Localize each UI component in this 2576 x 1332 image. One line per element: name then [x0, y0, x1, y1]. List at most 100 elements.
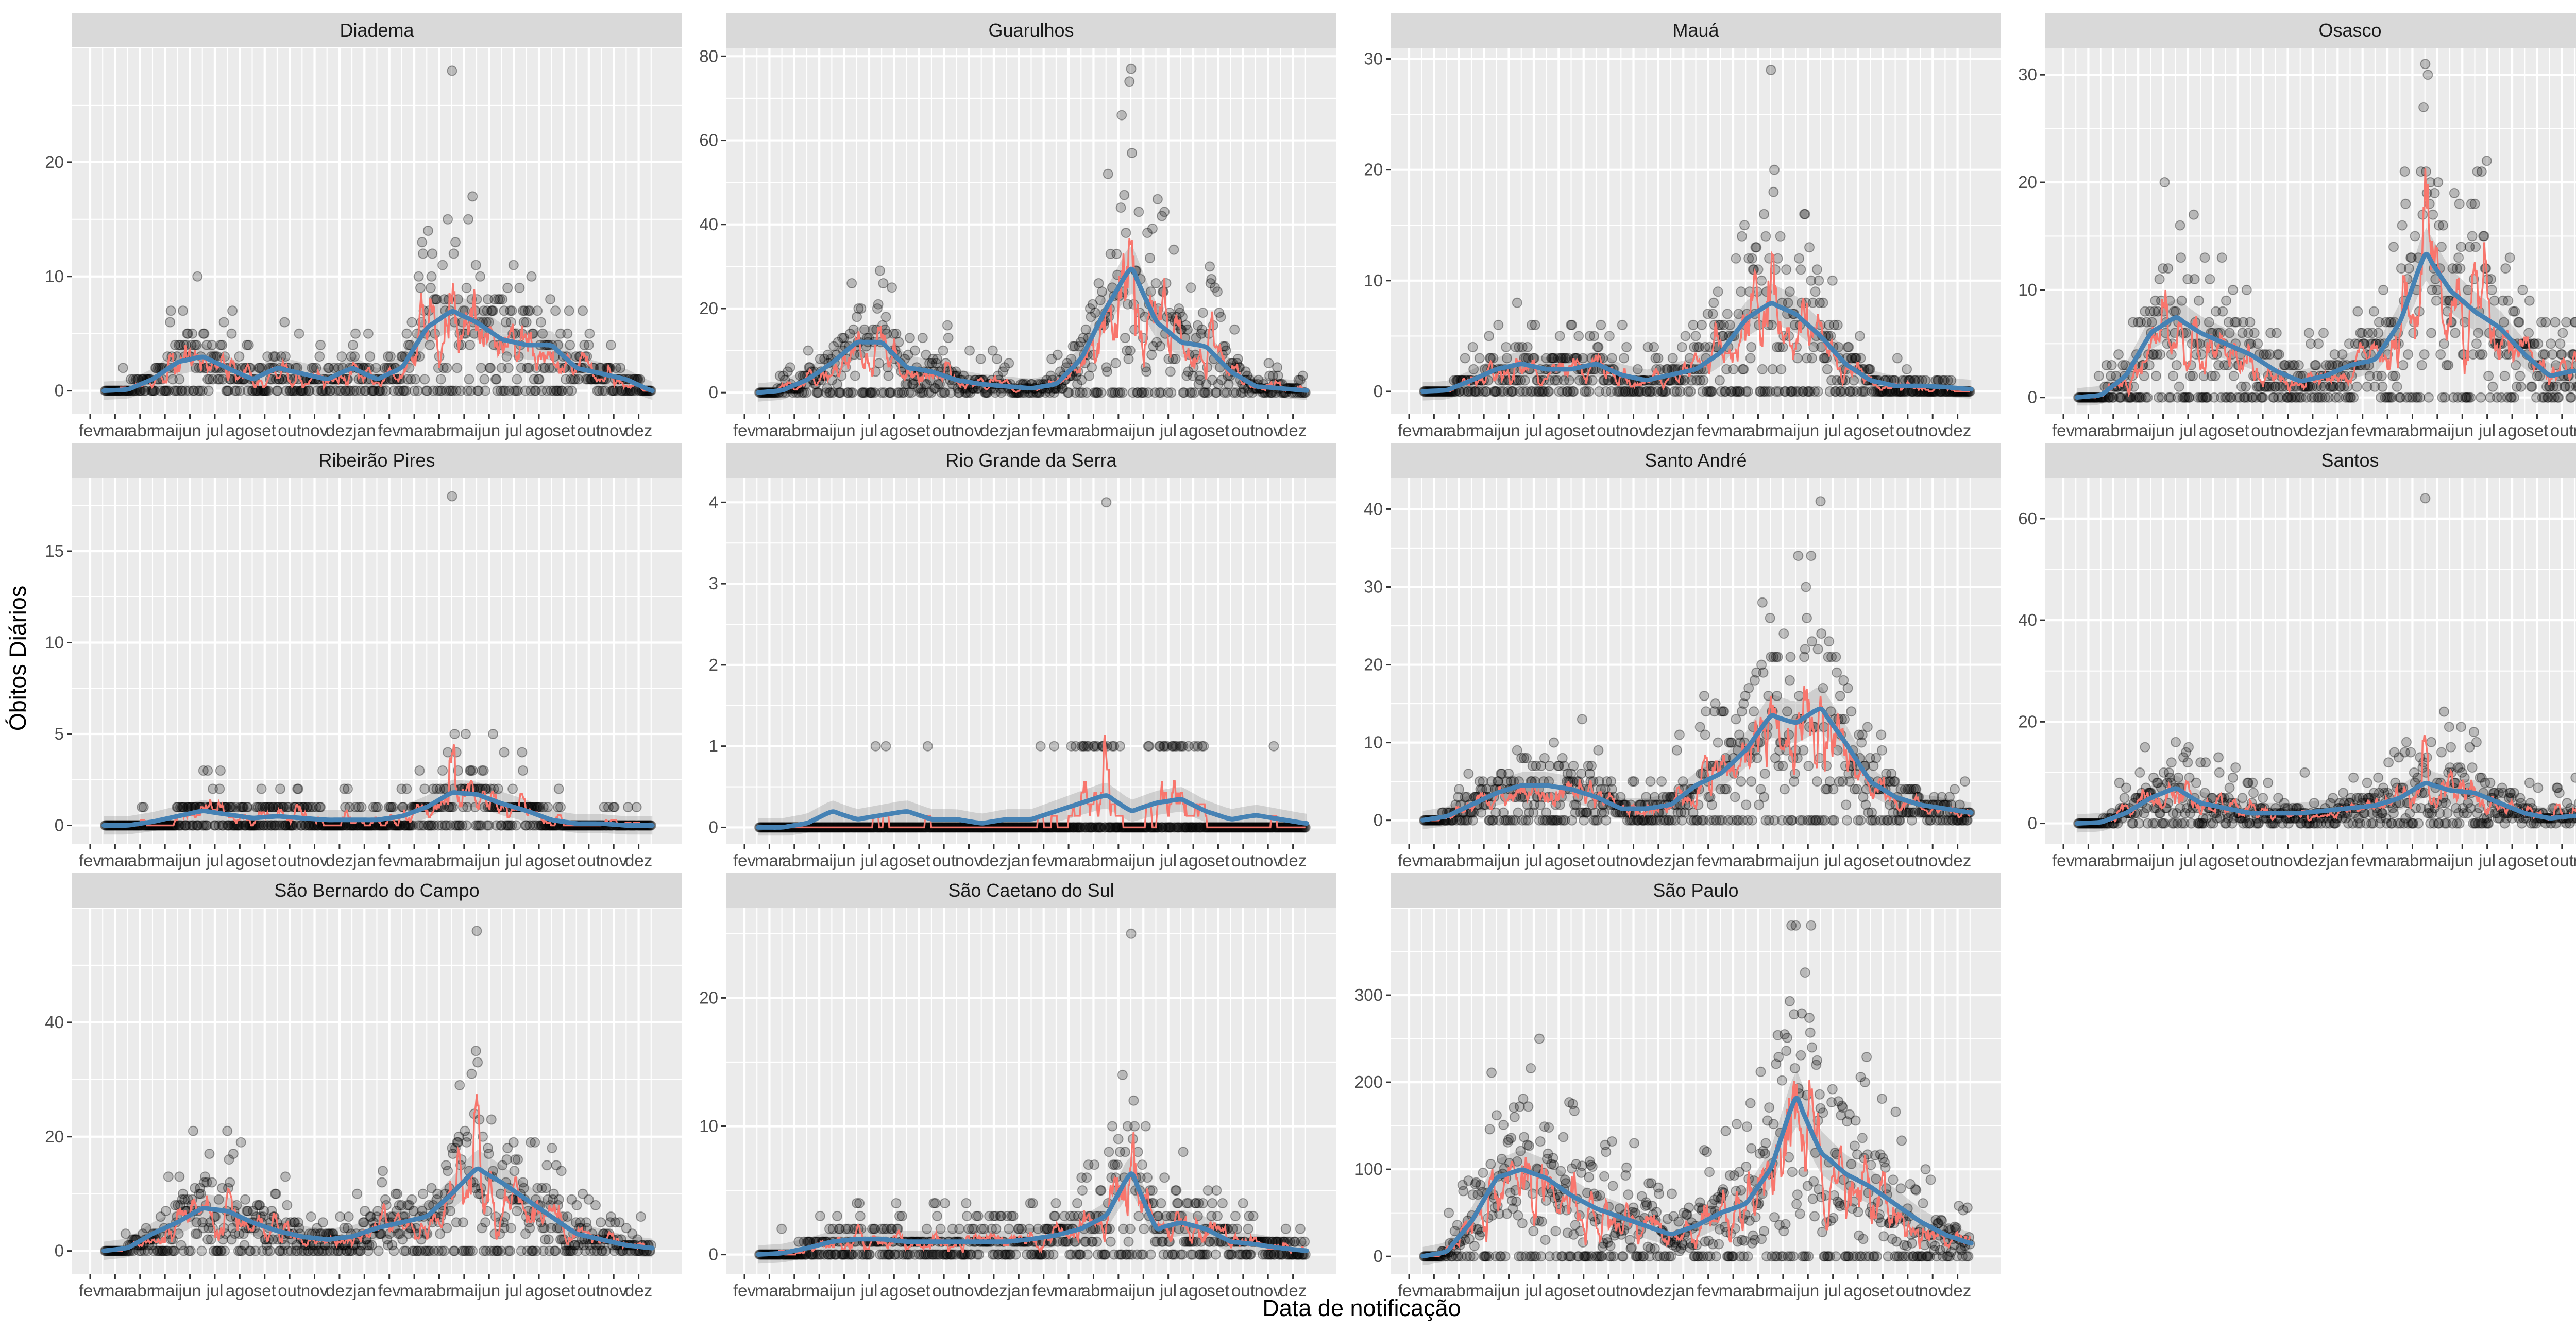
data-point — [401, 328, 412, 339]
x-tick-label: set — [253, 851, 276, 870]
data-point — [325, 385, 335, 396]
data-point — [427, 248, 438, 259]
x-tick-label: abr — [1081, 421, 1106, 440]
data-point — [467, 191, 478, 202]
data-point — [173, 385, 183, 396]
data-point — [2352, 306, 2363, 317]
x-tick-label: ago — [1844, 851, 1872, 870]
data-point — [1150, 278, 1161, 288]
data-point — [1147, 223, 1158, 234]
x-tick-label: dez — [1279, 421, 1307, 440]
x-tick-label: ago — [1545, 421, 1573, 440]
x-tick-label: nov — [1620, 421, 1648, 440]
x-tick-label: out — [2251, 421, 2275, 440]
data-point — [846, 278, 857, 288]
data-point — [174, 374, 185, 385]
facet-strip-label: Ribeirão Pires — [318, 450, 435, 471]
data-point — [2171, 306, 2181, 317]
x-tick-label: mai — [1105, 851, 1132, 870]
data-point — [2241, 381, 2251, 392]
data-point — [803, 345, 814, 356]
x-tick-label: jun — [1131, 421, 1155, 440]
x-tick-label: set — [552, 851, 575, 870]
x-tick-label: jun — [2450, 421, 2473, 440]
data-point — [1766, 65, 1776, 75]
data-point — [268, 351, 279, 362]
data-point — [2392, 381, 2402, 392]
data-point — [1484, 331, 1495, 341]
data-point — [470, 260, 481, 270]
data-point — [243, 339, 254, 350]
data-point — [1519, 375, 1530, 386]
data-point — [1902, 364, 1912, 374]
y-tick-label: 30 — [2018, 65, 2037, 84]
data-point — [514, 282, 525, 293]
data-point — [1776, 364, 1787, 374]
data-point — [369, 385, 380, 396]
x-tick-label: mar — [1719, 851, 1748, 870]
data-point — [1185, 282, 1196, 293]
data-point — [2241, 284, 2252, 295]
data-point — [314, 351, 325, 362]
data-point — [177, 385, 188, 396]
data-point — [1530, 319, 1540, 330]
data-point — [1619, 353, 1630, 364]
data-point — [2436, 242, 2447, 252]
x-tick-label: set — [1572, 851, 1595, 870]
data-point — [207, 339, 217, 350]
data-point — [1198, 741, 1209, 752]
data-point — [1124, 76, 1135, 87]
x-tick-label: mar — [755, 851, 784, 870]
data-point — [2515, 370, 2526, 381]
data-point — [1807, 353, 1817, 364]
data-point — [252, 385, 263, 396]
data-point — [330, 385, 341, 396]
data-point — [2249, 328, 2260, 338]
data-point — [615, 363, 626, 373]
data-point — [2217, 306, 2228, 317]
data-point — [2426, 328, 2436, 338]
data-point — [2499, 370, 2510, 381]
data-point — [1521, 753, 1532, 763]
x-tick-label: mar — [2074, 421, 2103, 440]
x-tick-label: mai — [450, 851, 478, 870]
data-point — [366, 385, 377, 396]
y-tick-label: 20 — [1364, 160, 1383, 179]
data-point — [1676, 341, 1687, 352]
data-point — [2194, 338, 2205, 349]
data-point — [452, 363, 463, 373]
x-tick-label: set — [1871, 421, 1894, 440]
data-point — [2540, 317, 2551, 328]
data-point — [502, 282, 513, 293]
data-point — [140, 385, 150, 396]
data-point — [2433, 177, 2444, 187]
data-point — [2373, 328, 2384, 338]
data-point — [475, 271, 486, 282]
data-point — [247, 385, 258, 396]
data-point — [191, 339, 202, 350]
data-point — [307, 363, 317, 373]
x-tick-label: out — [1896, 421, 1920, 440]
data-point — [1697, 319, 1707, 330]
data-point — [2188, 370, 2198, 381]
data-point — [2487, 381, 2498, 392]
x-tick-label: fev — [1697, 421, 1720, 440]
data-point — [1232, 353, 1243, 364]
data-point — [506, 305, 517, 316]
data-point — [1170, 353, 1181, 364]
data-point — [1568, 760, 1579, 771]
data-point — [2400, 198, 2411, 209]
data-point — [295, 385, 306, 396]
y-tick-label: 80 — [699, 46, 718, 65]
data-point — [534, 374, 545, 385]
data-point — [1102, 366, 1112, 377]
data-point — [2449, 187, 2460, 198]
data-point — [1460, 353, 1470, 364]
data-point — [1454, 784, 1464, 795]
data-point — [199, 328, 210, 339]
data-point — [214, 374, 225, 385]
data-point — [2199, 252, 2210, 263]
x-tick-label: jan — [1671, 421, 1694, 440]
y-tick-label: 0 — [1374, 811, 1383, 830]
data-point — [1606, 353, 1617, 364]
